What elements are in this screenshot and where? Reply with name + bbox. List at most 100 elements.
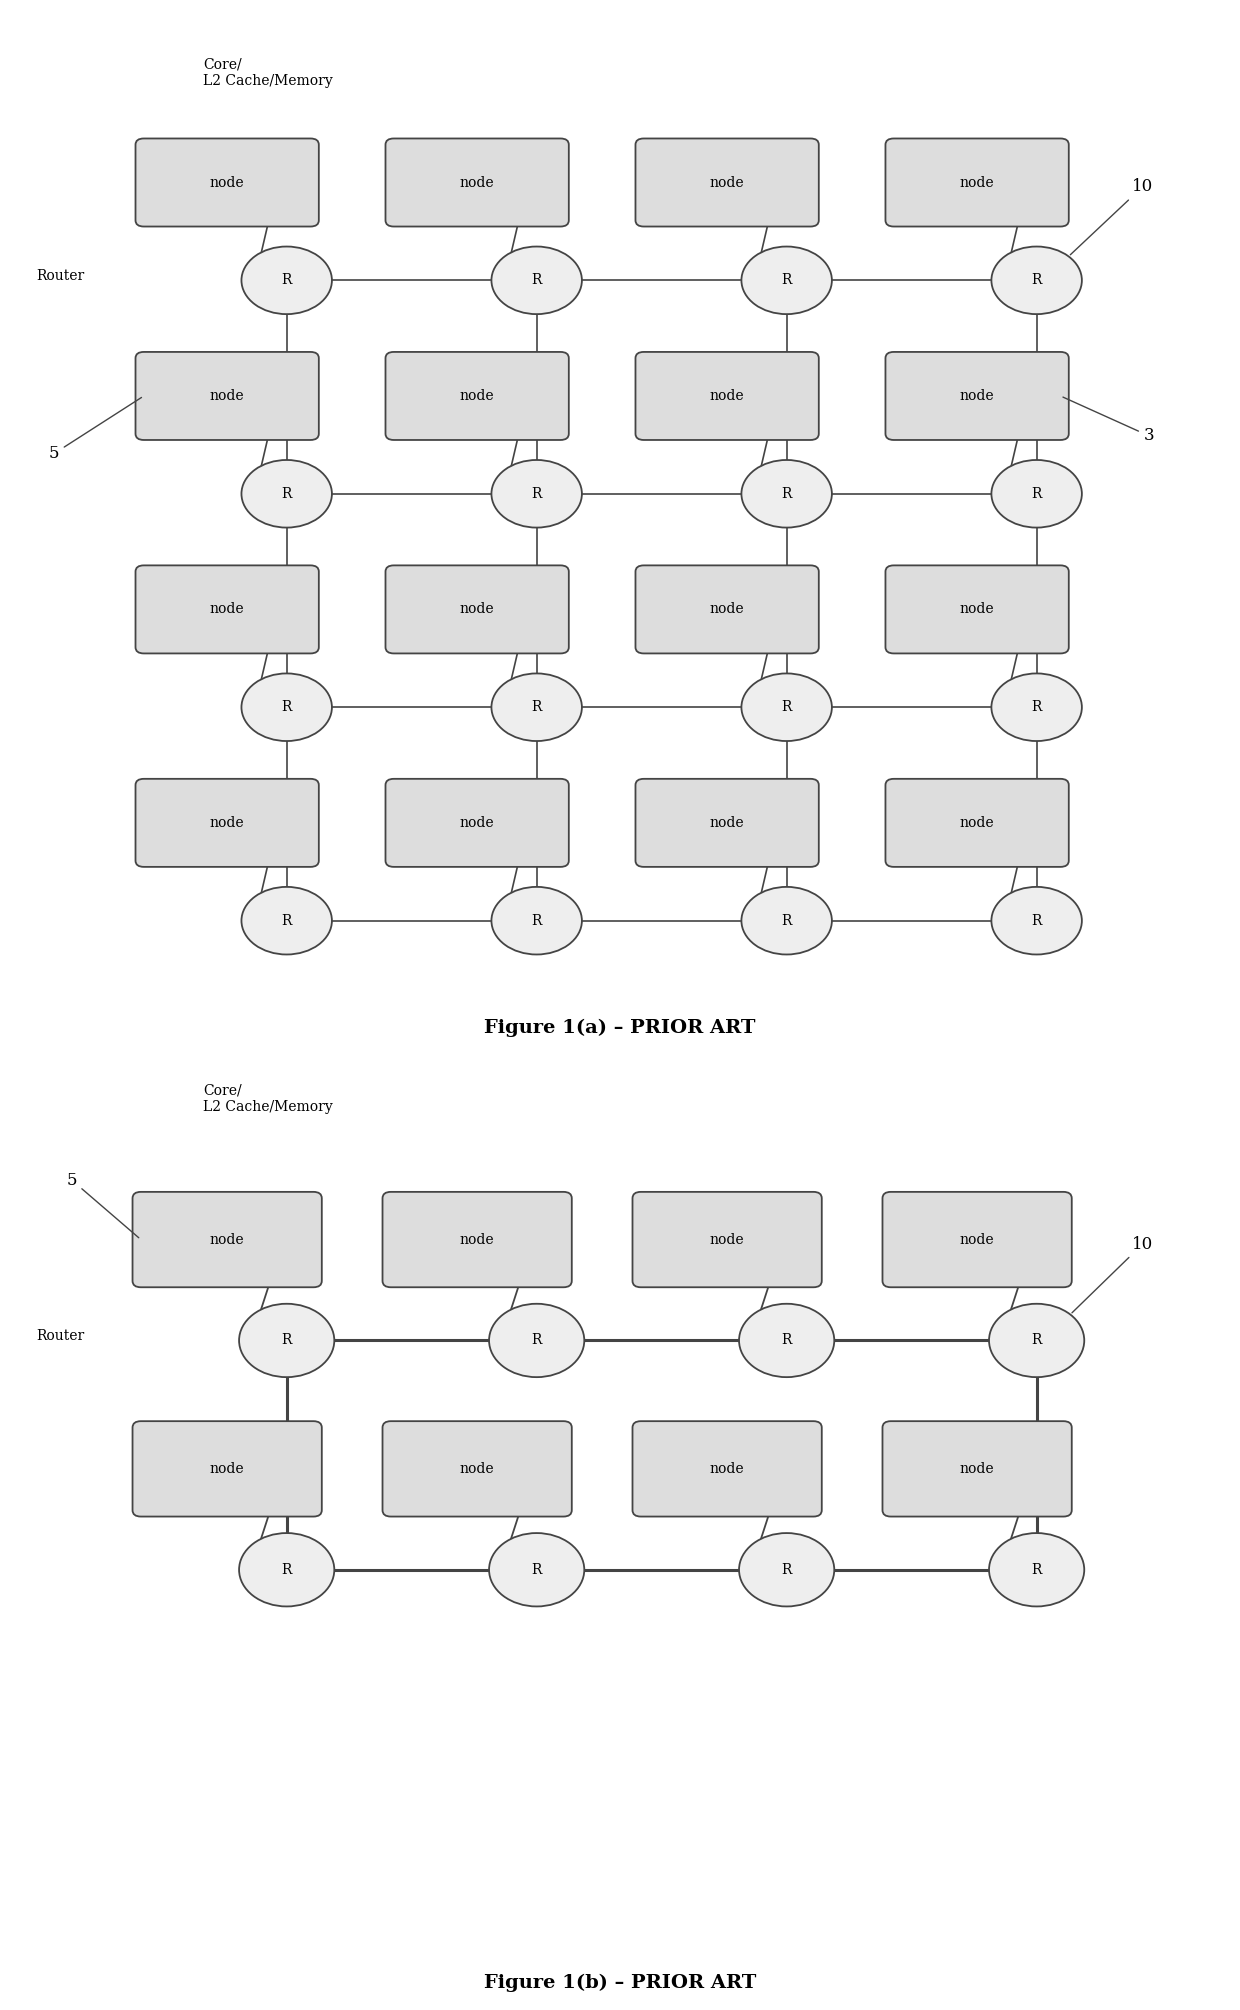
Ellipse shape (990, 1534, 1084, 1606)
Text: node: node (460, 175, 495, 189)
FancyBboxPatch shape (135, 352, 319, 440)
Ellipse shape (242, 673, 332, 742)
Text: 3: 3 (1063, 398, 1154, 444)
Ellipse shape (739, 1534, 835, 1606)
Text: R: R (1032, 699, 1042, 714)
Text: 10: 10 (1071, 1236, 1153, 1313)
Text: Router: Router (37, 269, 86, 283)
Text: node: node (460, 1232, 495, 1246)
Text: Figure 1(b) – PRIOR ART: Figure 1(b) – PRIOR ART (484, 1974, 756, 1992)
Ellipse shape (491, 460, 582, 527)
Text: node: node (709, 603, 744, 617)
FancyBboxPatch shape (885, 139, 1069, 227)
FancyBboxPatch shape (635, 139, 818, 227)
Text: node: node (210, 603, 244, 617)
FancyBboxPatch shape (885, 565, 1069, 653)
Text: R: R (781, 1562, 792, 1576)
Text: node: node (460, 1461, 495, 1475)
Text: R: R (781, 1333, 792, 1347)
Text: node: node (960, 816, 994, 830)
FancyBboxPatch shape (883, 1421, 1071, 1518)
Text: R: R (1032, 486, 1042, 500)
Text: R: R (781, 915, 792, 929)
Ellipse shape (491, 673, 582, 742)
Text: node: node (210, 1461, 244, 1475)
FancyBboxPatch shape (382, 1192, 572, 1286)
Text: R: R (281, 486, 291, 500)
Text: 5: 5 (67, 1172, 139, 1238)
Ellipse shape (242, 460, 332, 527)
Ellipse shape (489, 1304, 584, 1377)
Text: R: R (781, 486, 792, 500)
FancyBboxPatch shape (135, 778, 319, 866)
Ellipse shape (742, 673, 832, 742)
FancyBboxPatch shape (885, 352, 1069, 440)
Text: node: node (210, 175, 244, 189)
FancyBboxPatch shape (382, 1421, 572, 1518)
Text: node: node (960, 175, 994, 189)
Ellipse shape (742, 886, 832, 955)
FancyBboxPatch shape (635, 352, 818, 440)
FancyBboxPatch shape (135, 565, 319, 653)
Text: node: node (709, 816, 744, 830)
FancyBboxPatch shape (386, 139, 569, 227)
Text: R: R (1032, 915, 1042, 929)
FancyBboxPatch shape (885, 778, 1069, 866)
Text: R: R (532, 486, 542, 500)
Ellipse shape (242, 247, 332, 314)
FancyBboxPatch shape (386, 565, 569, 653)
Ellipse shape (489, 1534, 584, 1606)
Text: R: R (281, 273, 291, 287)
Text: R: R (281, 1562, 291, 1576)
Text: R: R (281, 915, 291, 929)
Text: node: node (460, 603, 495, 617)
Text: node: node (210, 1232, 244, 1246)
Ellipse shape (239, 1304, 335, 1377)
Ellipse shape (992, 460, 1081, 527)
FancyBboxPatch shape (635, 565, 818, 653)
Text: R: R (532, 1562, 542, 1576)
Text: R: R (781, 273, 792, 287)
Text: node: node (709, 1461, 744, 1475)
FancyBboxPatch shape (386, 352, 569, 440)
Ellipse shape (742, 460, 832, 527)
Text: R: R (532, 1333, 542, 1347)
FancyBboxPatch shape (883, 1192, 1071, 1286)
Text: node: node (709, 175, 744, 189)
Text: node: node (709, 1232, 744, 1246)
Ellipse shape (992, 886, 1081, 955)
FancyBboxPatch shape (386, 778, 569, 866)
FancyBboxPatch shape (135, 139, 319, 227)
Ellipse shape (992, 247, 1081, 314)
Text: node: node (960, 390, 994, 402)
Text: R: R (1032, 1562, 1042, 1576)
Text: node: node (460, 390, 495, 402)
Text: node: node (460, 816, 495, 830)
Text: R: R (1032, 273, 1042, 287)
Text: R: R (1032, 1333, 1042, 1347)
FancyBboxPatch shape (133, 1421, 322, 1518)
Ellipse shape (239, 1534, 335, 1606)
Text: R: R (532, 273, 542, 287)
Text: node: node (210, 816, 244, 830)
Ellipse shape (491, 886, 582, 955)
FancyBboxPatch shape (635, 778, 818, 866)
Text: node: node (709, 390, 744, 402)
Ellipse shape (491, 247, 582, 314)
Text: node: node (960, 1232, 994, 1246)
Text: Core/
L2 Cache/Memory: Core/ L2 Cache/Memory (203, 58, 334, 88)
Text: Router: Router (37, 1329, 86, 1343)
Ellipse shape (992, 673, 1081, 742)
Ellipse shape (742, 247, 832, 314)
FancyBboxPatch shape (632, 1192, 822, 1286)
Text: node: node (960, 603, 994, 617)
Text: node: node (210, 390, 244, 402)
Text: Core/
L2 Cache/Memory: Core/ L2 Cache/Memory (203, 1083, 334, 1114)
Ellipse shape (990, 1304, 1084, 1377)
Text: R: R (532, 699, 542, 714)
Text: Figure 1(a) – PRIOR ART: Figure 1(a) – PRIOR ART (485, 1019, 755, 1037)
Text: 5: 5 (48, 398, 141, 462)
Text: node: node (960, 1461, 994, 1475)
Ellipse shape (242, 886, 332, 955)
Text: 10: 10 (1070, 179, 1153, 255)
